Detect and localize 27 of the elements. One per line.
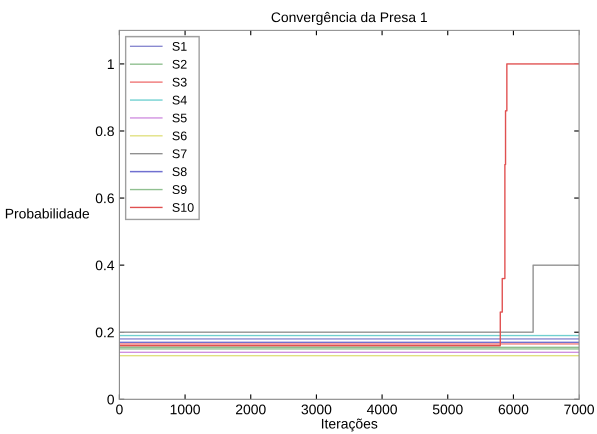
legend-label: S5: [172, 114, 187, 122]
y-tick-label: 0.4: [96, 260, 114, 270]
legend-label: S9: [172, 185, 187, 194]
x-tick-label: 5000: [432, 404, 463, 414]
x-axis-title: Iterações: [322, 418, 378, 432]
chart-title: Convergência da Presa 1: [272, 12, 427, 25]
y-tick-label: 0.6: [96, 193, 114, 204]
y-tick-label: 0.8: [96, 126, 114, 136]
y-tick-label: 1: [108, 59, 114, 69]
legend-label: S4: [172, 96, 187, 105]
x-tick-label: 3000: [301, 404, 332, 414]
x-tick-label: 4000: [366, 404, 397, 414]
y-tick-label: 0: [107, 394, 114, 404]
legend-label: S6: [172, 131, 187, 140]
legend-label: S7: [172, 149, 187, 158]
legend-label: S1: [172, 42, 187, 51]
legend-label: S2: [172, 60, 187, 69]
legend-label: S3: [172, 78, 187, 87]
x-tick-label: 6000: [498, 404, 528, 414]
y-axis-title: Probabilidade: [6, 208, 90, 219]
legend-label: S8: [172, 167, 187, 176]
x-tick-label: 7000: [564, 404, 594, 414]
legend-label: S10: [172, 203, 194, 212]
x-tick-label: 2000: [236, 404, 266, 414]
x-tick-label: 1000: [170, 404, 200, 414]
x-tick-label: 0: [116, 404, 123, 414]
y-tick-label: 0.2: [96, 328, 114, 338]
